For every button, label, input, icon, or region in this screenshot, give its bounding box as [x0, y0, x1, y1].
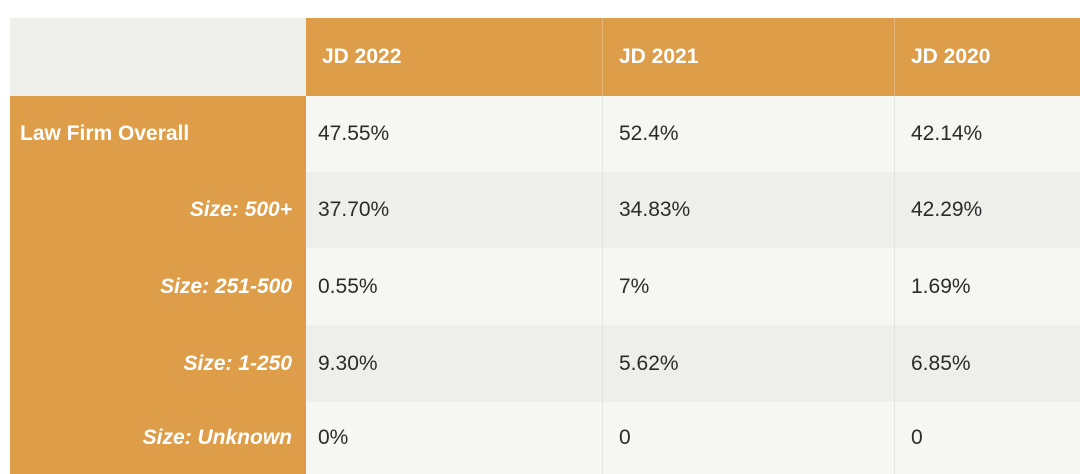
table-cell: 34.83%: [602, 172, 894, 248]
column-header-jd-2020: JD 2020: [894, 18, 1080, 96]
table-cell: 47.55%: [306, 96, 602, 172]
table-cell: 9.30%: [306, 325, 602, 402]
law-firm-employment-table: JD 2022 JD 2021 JD 2020 Law Firm Overall…: [10, 18, 1080, 474]
row-header-size-unknown: Size: Unknown: [10, 402, 306, 474]
column-header-jd-2022: JD 2022: [306, 18, 602, 96]
table-cell: 7%: [602, 248, 894, 325]
row-header-size-251-500: Size: 251-500: [10, 248, 306, 325]
column-header-jd-2021: JD 2021: [602, 18, 894, 96]
table-corner-cell: [10, 18, 306, 96]
table-cell: 1.69%: [894, 248, 1080, 325]
table-cell: 0%: [306, 402, 602, 474]
table-cell: 0: [602, 402, 894, 474]
table-cell: 42.14%: [894, 96, 1080, 172]
table-cell: 0: [894, 402, 1080, 474]
table-cell: 52.4%: [602, 96, 894, 172]
table-cell: 5.62%: [602, 325, 894, 402]
table-cell: 37.70%: [306, 172, 602, 248]
table-cell: 6.85%: [894, 325, 1080, 402]
row-header-size-500-plus: Size: 500+: [10, 172, 306, 248]
table-cell: 42.29%: [894, 172, 1080, 248]
table-cell: 0.55%: [306, 248, 602, 325]
row-header-law-firm-overall: Law Firm Overall: [10, 96, 306, 172]
row-header-size-1-250: Size: 1-250: [10, 325, 306, 402]
